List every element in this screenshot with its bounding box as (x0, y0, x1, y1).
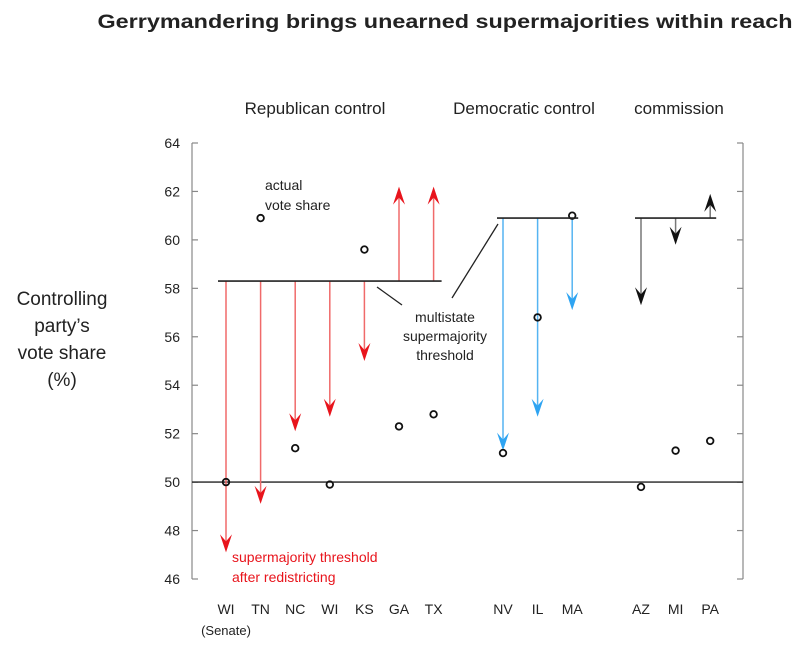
annotation-text: actual (265, 177, 302, 193)
actual-vote-share-point (221, 477, 231, 487)
y-axis-label: Controlling party’s vote share (%) (17, 289, 108, 391)
arrow-head (427, 186, 440, 205)
y-axis-label-line: vote share (18, 343, 107, 364)
annotation-threshold-after-redistricting: supermajority threshold after redistrict… (232, 549, 378, 585)
arrow-head (358, 343, 371, 361)
annotation-text: supermajority threshold (232, 549, 378, 565)
arrow-head (497, 432, 509, 451)
annotation-text: multistate (415, 309, 475, 325)
x-tick-label: TX (425, 601, 444, 617)
annotation-text: after redistricting (232, 569, 335, 585)
actual-vote-share-point (636, 482, 646, 492)
actual-vote-share-point (706, 436, 715, 446)
y-tick-label: 46 (164, 571, 180, 587)
annotation-text: threshold (416, 347, 474, 363)
x-tick-label: MI (668, 601, 684, 617)
x-tick-label: WI (321, 601, 338, 617)
axes: 46 48 50 52 54 56 58 60 62 64 (164, 135, 744, 587)
x-tick-label: MA (562, 601, 584, 617)
y-tick-label: 62 (164, 183, 180, 199)
annotation-text: vote share (265, 197, 331, 213)
actual-vote-share-point (256, 213, 265, 223)
group-labels: Republican control Democratic control comm… (245, 99, 724, 118)
x-tick-label: NC (285, 601, 305, 617)
actual-vote-share-point (498, 448, 508, 458)
x-tick-label: WI (217, 601, 234, 617)
arrow-head (323, 398, 336, 417)
arrow-head (220, 534, 232, 553)
arrow-head (635, 287, 647, 306)
actual-vote-share-point (671, 446, 680, 455)
x-tick-label: PA (701, 601, 719, 617)
group-label: commission (634, 99, 724, 118)
y-tick-label: 56 (164, 329, 180, 345)
arrow-head (704, 193, 717, 212)
x-tick-label: TN (251, 601, 270, 617)
arrow-head (393, 186, 405, 205)
y-axis-label-line: party’s (34, 316, 90, 337)
x-tick-label: KS (355, 601, 374, 617)
arrow-head (566, 292, 579, 311)
actual-vote-share-point (568, 211, 577, 220)
y-axis-label-line: (%) (47, 370, 77, 391)
y-tick-label: 58 (164, 280, 180, 296)
x-tick-label: AZ (632, 601, 650, 617)
x-tick-label: NV (493, 601, 513, 617)
arrow-head (669, 226, 682, 245)
y-tick-label: 48 (164, 523, 180, 539)
leader-line (451, 223, 499, 299)
x-tick-label: IL (532, 601, 544, 617)
y-axis-label-line: Controlling (17, 289, 108, 310)
annotation-multistate-threshold: multistate supermajority threshold (376, 223, 499, 363)
annotation-text: supermajority (403, 328, 487, 344)
arrow-head (531, 398, 544, 417)
actual-vote-share-point (394, 422, 404, 431)
actual-vote-share-point (533, 313, 542, 322)
leader-line (376, 286, 403, 306)
group-label: Republican control (245, 99, 386, 118)
actual-vote-share-point (429, 410, 438, 419)
y-tick-label: 52 (164, 426, 180, 442)
arrow-head (289, 413, 302, 432)
marks (218, 186, 717, 553)
chart-title: Gerrymandering brings unearned supermajo… (98, 12, 793, 33)
y-tick-label: 60 (164, 232, 180, 248)
x-tick-label: GA (389, 601, 410, 617)
actual-vote-share-point (360, 245, 369, 254)
y-tick-label: 64 (164, 135, 180, 151)
arrow-head (254, 485, 267, 504)
y-tick-label: 50 (164, 474, 180, 490)
group-label: Democratic control (453, 99, 595, 118)
y-tick-label: 54 (164, 377, 180, 393)
actual-vote-share-point (325, 480, 334, 489)
x-tick-sublabel: (Senate) (201, 623, 251, 638)
actual-vote-share-point (291, 444, 300, 453)
annotation-actual-vote-share: actual vote share (265, 177, 331, 213)
x-tick-labels: WI (Senate)TN NC WI KS GA TX NV IL MA AZ MI PA (201, 601, 720, 638)
